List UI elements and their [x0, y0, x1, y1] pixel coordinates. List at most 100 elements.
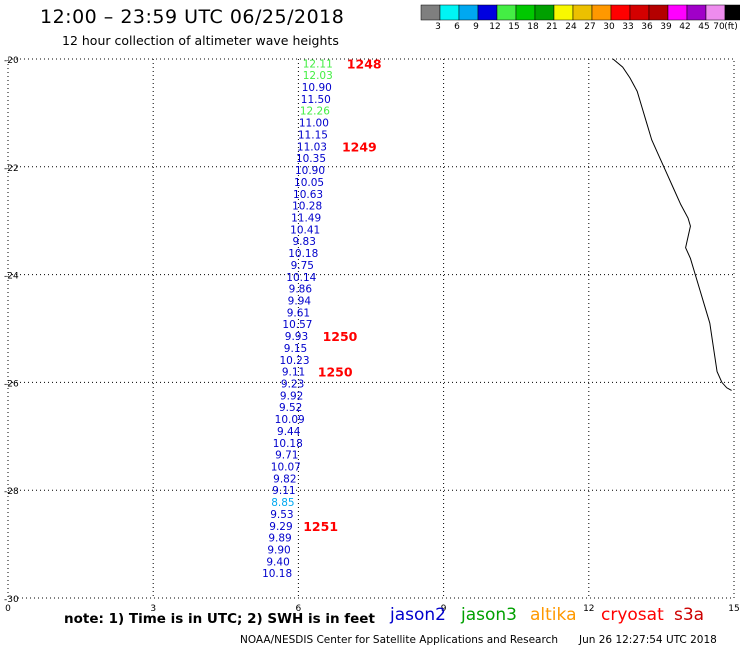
legend-swatch [496, 4, 517, 21]
wave-height-value: 12.26 [300, 106, 330, 118]
wave-height-value: 9.61 [287, 307, 310, 319]
x-tick-label: 6 [296, 604, 302, 614]
legend-swatch [686, 4, 707, 21]
pass-annotation: 1250 [318, 365, 353, 380]
y-tick-label: -22 [4, 164, 19, 174]
legend-swatch [553, 4, 574, 21]
legend-swatch [705, 4, 726, 21]
wave-height-value: 10.07 [271, 461, 301, 473]
wave-height-value: 9.15 [284, 343, 307, 355]
wave-height-value: 12.11 [303, 58, 333, 70]
legend-label: 33 [622, 22, 634, 32]
plot-frame [7, 58, 735, 599]
wave-height-value: 10.63 [293, 189, 323, 201]
legend-label: 24 [565, 22, 577, 32]
wave-height-value: 10.09 [275, 414, 305, 426]
wave-height-value: 9.83 [293, 236, 316, 248]
legend-swatch [667, 4, 688, 21]
wave-height-value: 10.18 [273, 438, 303, 450]
wave-height-value: 10.18 [288, 248, 318, 260]
legend-label: 42 [679, 22, 691, 32]
legend-swatch [534, 4, 555, 21]
satellite-label-altika: altika [530, 605, 577, 625]
x-tick-label: 0 [5, 604, 11, 614]
legend-swatch [724, 4, 740, 21]
y-tick-label: -28 [4, 487, 19, 497]
coastline [612, 58, 732, 391]
legend-label: 27 [584, 22, 596, 32]
wave-height-value: 11.50 [301, 94, 331, 106]
x-tick-label: 12 [583, 604, 594, 614]
legend-swatch [572, 4, 593, 21]
y-tick-label: -26 [4, 379, 19, 389]
credit-text: NOAA/NESDIS Center for Satellite Applica… [240, 634, 558, 646]
x-tick-label: 9 [441, 604, 447, 614]
wave-height-value: 10.28 [292, 201, 322, 213]
wave-height-value: 9.75 [291, 260, 314, 272]
pass-annotation: 1251 [303, 519, 338, 534]
satellite-label-s3a: s3a [674, 605, 705, 625]
wave-height-value: 10.41 [290, 224, 320, 236]
wave-height-value: 9.29 [269, 521, 292, 533]
wave-height-value: 9.11 [282, 367, 305, 379]
wave-height-value: 9.82 [273, 473, 296, 485]
wave-height-value: 10.90 [295, 165, 325, 177]
legend-swatch [420, 4, 441, 21]
wave-height-value: 9.71 [275, 450, 298, 462]
wave-height-value: 10.35 [296, 153, 326, 165]
wave-height-value: 10.90 [302, 82, 332, 94]
wave-height-value: 9.86 [289, 284, 313, 296]
wave-height-value: 10.23 [279, 355, 309, 367]
y-tick-label: -20 [4, 56, 19, 66]
legend-label: 3 [435, 22, 441, 32]
chart-subtitle: 12 hour collection of altimeter wave hei… [62, 33, 339, 48]
wave-height-value: 10.14 [286, 272, 316, 284]
legend-swatch [439, 4, 460, 21]
y-tick-label: -30 [4, 595, 19, 605]
legend-label: 36 [641, 22, 653, 32]
legend-swatch [610, 4, 631, 21]
wave-height-value: 8.85 [271, 497, 294, 509]
wave-height-value: 9.40 [266, 556, 289, 568]
legend-label: 6 [454, 22, 460, 32]
legend-label: 45 [698, 22, 710, 32]
legend-label: 21 [546, 22, 558, 32]
satellite-label-cryosat: cryosat [601, 605, 664, 625]
pass-annotation: 1249 [342, 139, 377, 154]
color-legend-labels: 3 6 9 12 15 18 21 24 27 30 33 36 39 42 4… [421, 22, 740, 34]
pass-annotation: 1248 [347, 56, 382, 71]
x-tick-label: 3 [150, 604, 156, 614]
wave-height-value: 11.49 [291, 212, 321, 224]
satellite-label-jason3: jason3 [461, 605, 517, 625]
note-text: note: 1) Time is in UTC; 2) SWH is in fe… [64, 611, 375, 627]
wave-height-value: 11.15 [298, 129, 328, 141]
wave-height-value: 9.53 [270, 509, 293, 521]
wave-height-value: 9.23 [281, 378, 304, 390]
wave-height-value: 9.44 [277, 426, 301, 438]
legend-swatch [515, 4, 536, 21]
wave-height-value: 9.92 [280, 390, 303, 402]
legend-label: 18 [527, 22, 539, 32]
wave-height-value: 12.03 [303, 70, 333, 82]
chart-title: 12:00 – 23:59 UTC 06/25/2018 [40, 6, 345, 28]
wave-height-value: 9.93 [285, 331, 308, 343]
wave-height-value: 11.03 [297, 141, 327, 153]
legend-label: 39 [660, 22, 672, 32]
legend-label: 30 [603, 22, 615, 32]
satellite-label-jason2: jason2 [390, 605, 446, 625]
legend-label: 70 [713, 22, 725, 32]
legend-swatch [629, 4, 650, 21]
wave-height-value: 9.52 [279, 402, 302, 414]
wave-height-value: 10.18 [262, 568, 292, 580]
wave-height-value: 11.00 [299, 118, 329, 130]
wave-height-value: 9.90 [267, 544, 290, 556]
timestamp-text: Jun 26 12:27:54 UTC 2018 [579, 634, 717, 646]
legend-label: 12 [489, 22, 501, 32]
legend-swatch [477, 4, 498, 21]
wave-height-value: 10.05 [294, 177, 324, 189]
legend-swatch [591, 4, 612, 21]
y-tick-label: -24 [4, 272, 19, 282]
legend-swatch [458, 4, 479, 21]
legend-swatch [648, 4, 669, 21]
